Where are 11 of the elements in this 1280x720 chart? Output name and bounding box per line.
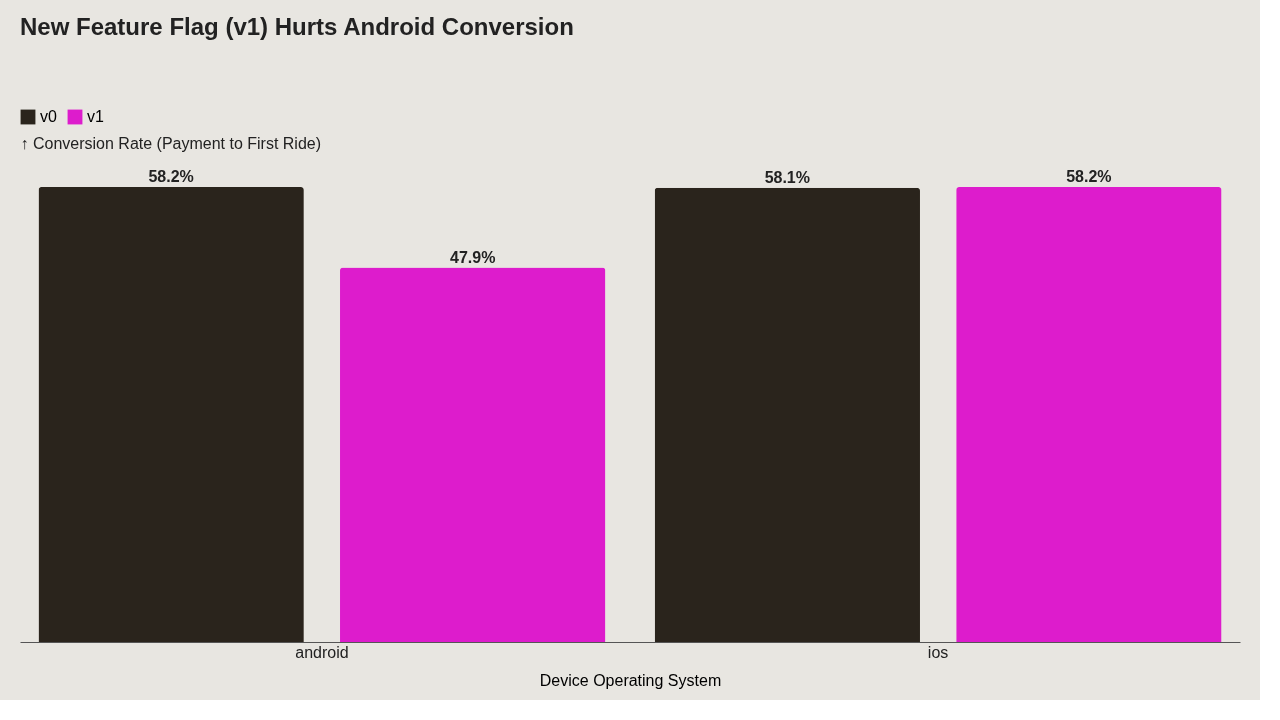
x-axis-title: Device Operating System	[539, 671, 722, 689]
x-tick-label: ios	[927, 643, 949, 661]
x-tick-label: android	[295, 643, 349, 661]
legend-label: v1	[87, 108, 104, 125]
data-label: 58.1%	[764, 168, 811, 186]
y-axis-title: ↑ Conversion Rate (Payment to First Ride)	[20, 134, 322, 152]
data-label: 47.9%	[449, 248, 496, 266]
chart-title: New Feature Flag (v1) Hurts Android Conversion	[20, 13, 574, 40]
data-label: 58.2%	[148, 168, 194, 185]
data-label: 58.2%	[1066, 168, 1112, 185]
legend-label: v0	[40, 108, 57, 125]
